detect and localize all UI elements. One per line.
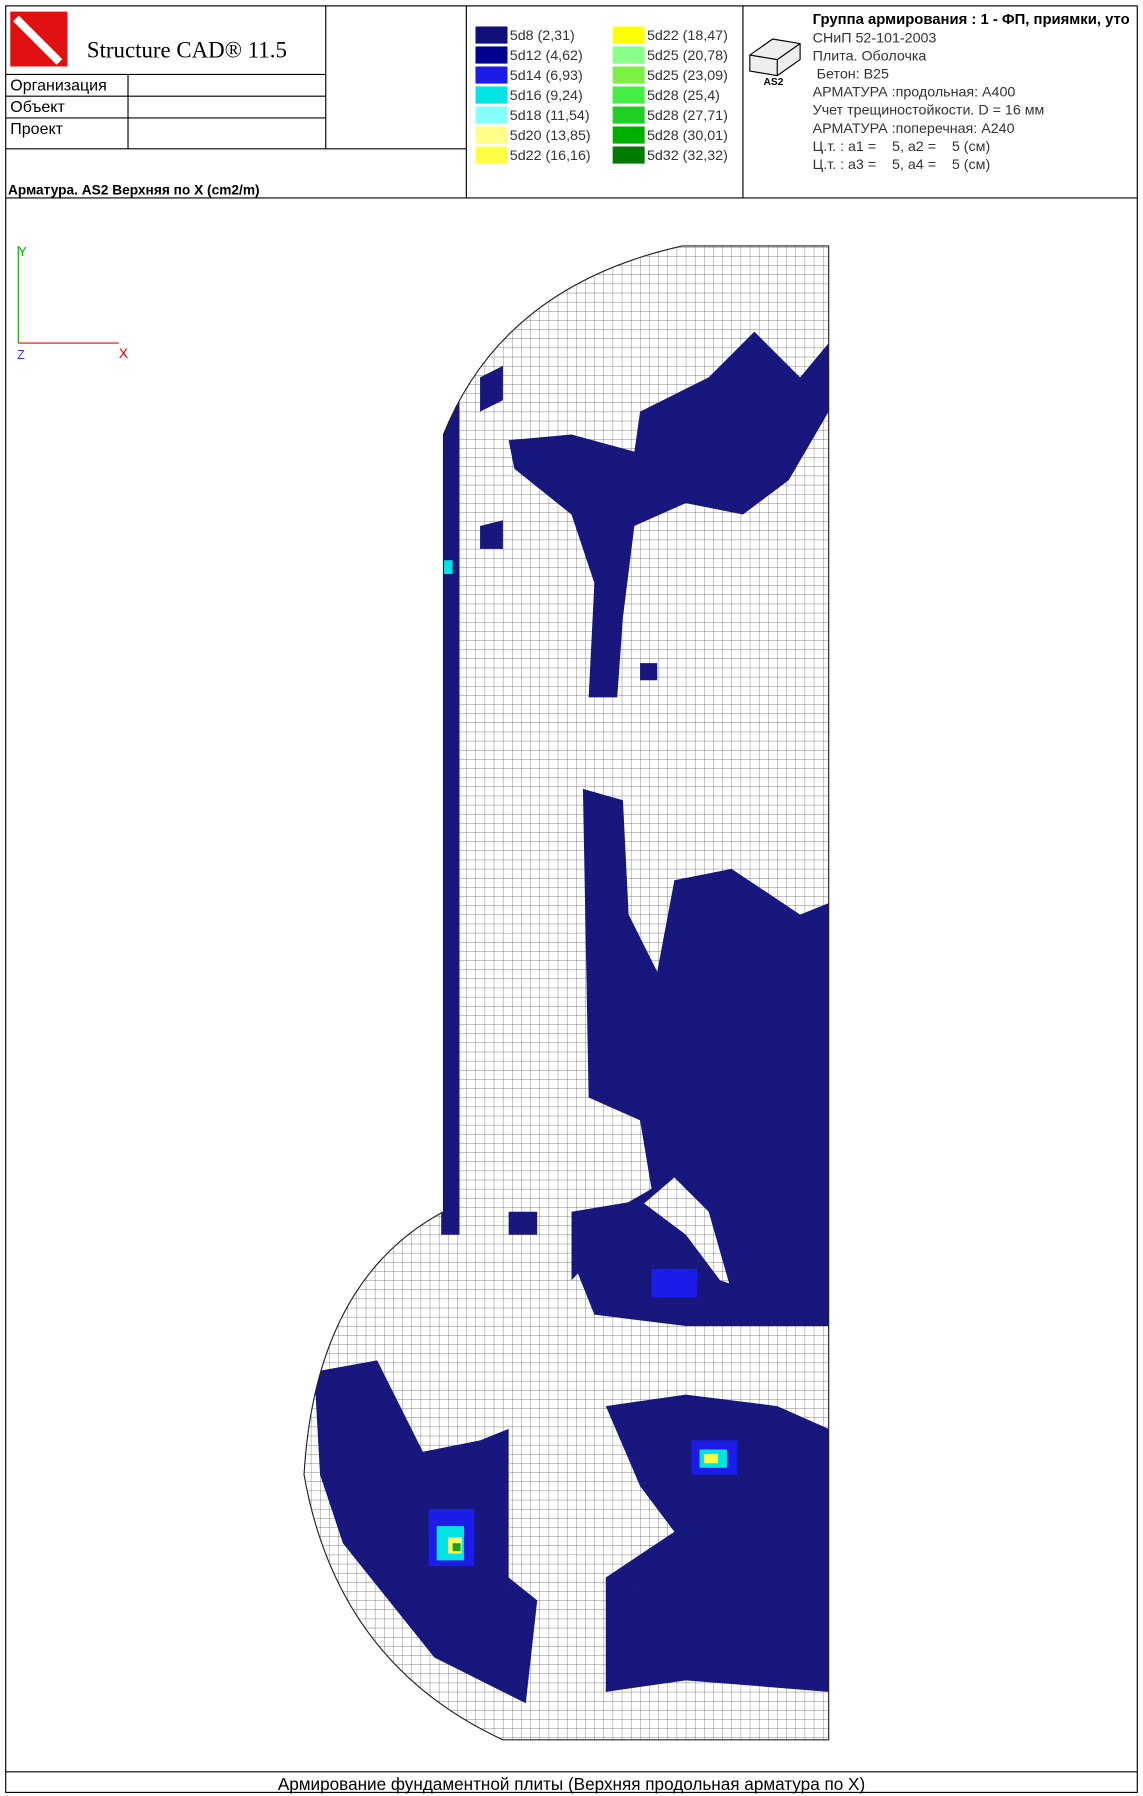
legend-label: 5d16 (9,24) (510, 88, 583, 104)
info-line: АРМАТУРА :поперечная: A240 (813, 121, 1015, 137)
legend-swatch (613, 86, 645, 103)
legend-swatch (475, 66, 507, 83)
legend-label: 5d28 (30,01) (647, 128, 728, 144)
legend-label: 5d20 (13,85) (510, 128, 591, 144)
legend-label: 5d8 (2,31) (510, 28, 575, 44)
legend: 5d8 (2,31) 5d12 (4,62) 5d14 (6,93) 5d16 (9,… (475, 26, 727, 164)
info-line: Учет трещиностойкости. D = 16 мм (813, 103, 1045, 119)
legend-label: 5d12 (4,62) (510, 48, 583, 64)
legend-label: 5d32 (32,32) (647, 148, 728, 164)
footer-caption: Армирование фундаментной плиты (Верхняя … (278, 1774, 865, 1794)
legend-swatch (613, 146, 645, 163)
axis-label: X (119, 346, 128, 361)
legend-swatch (613, 46, 645, 63)
legend-swatch (613, 26, 645, 43)
legend-label: 5d18 (11,54) (510, 108, 590, 124)
legend-label: 5d28 (27,71) (647, 108, 728, 124)
logo (10, 12, 67, 67)
legend-swatch (475, 26, 507, 43)
axis-label: Z (17, 348, 25, 362)
legend-swatch (475, 46, 507, 63)
plate-map (297, 240, 834, 1749)
legend-swatch (475, 106, 507, 123)
info-line: Бетон: B25 (813, 67, 889, 83)
row-label: Объект (10, 99, 65, 116)
info-line: Ц.т. : a1 = 5, a2 = 5 (см) (813, 139, 991, 155)
legend-swatch (475, 146, 507, 163)
legend-label: 5d28 (25,4) (647, 88, 720, 104)
info-line: СНиП 52-101-2003 (813, 30, 937, 46)
page: Structure CAD® 11.5 Организация Объект П… (0, 0, 1143, 1796)
legend-swatch (613, 66, 645, 83)
info-title: Группа армирования : 1 - ФП, приямки, ут… (813, 12, 1130, 28)
app-title: Structure CAD® 11.5 (87, 37, 287, 62)
legend-swatch (613, 126, 645, 143)
legend-swatch (475, 126, 507, 143)
legend-swatch (613, 106, 645, 123)
row-label: Проект (10, 121, 63, 138)
info-block: Группа армирования : 1 - ФП, приямки, ут… (813, 12, 1130, 173)
legend-label: 5d22 (18,47) (647, 28, 728, 44)
legend-label: 5d14 (6,93) (510, 68, 583, 84)
info-line: Ц.т. : a3 = 5, a4 = 5 (см) (813, 157, 991, 173)
axis-label: Y (18, 245, 27, 259)
section-icon: AS2 (750, 39, 800, 88)
info-line: АРМАТУРА :продольная: A400 (813, 85, 1016, 101)
legend-label: 5d22 (16,16) (510, 148, 591, 164)
icon-label: AS2 (764, 77, 784, 88)
axis-glyph: Y Z X (17, 245, 128, 362)
info-line: Плита. Оболочка (813, 49, 927, 65)
legend-swatch (475, 86, 507, 103)
legend-label: 5d25 (20,78) (647, 48, 728, 64)
subtitle: Арматура. AS2 Верхняя по X (cm2/m) (8, 182, 260, 197)
legend-label: 5d25 (23,09) (647, 68, 728, 84)
row-label: Организация (10, 77, 107, 94)
